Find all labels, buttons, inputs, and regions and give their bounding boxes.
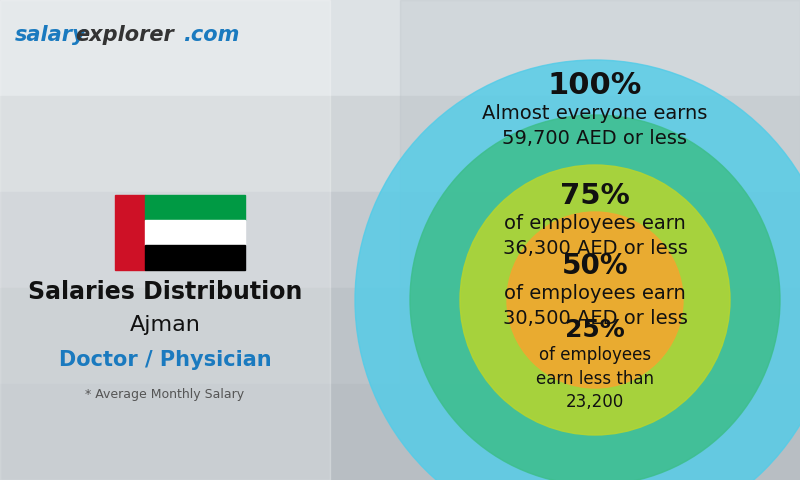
Circle shape — [410, 115, 780, 480]
Bar — [145, 245, 245, 270]
Text: * Average Monthly Salary: * Average Monthly Salary — [86, 388, 245, 401]
Circle shape — [355, 60, 800, 480]
Bar — [0, 288, 800, 384]
Text: 25%: 25% — [565, 318, 625, 342]
Bar — [0, 0, 330, 480]
Bar — [0, 192, 800, 288]
Text: Almost everyone earns
59,700 AED or less: Almost everyone earns 59,700 AED or less — [482, 104, 708, 148]
Text: Ajman: Ajman — [130, 315, 201, 335]
Text: Salaries Distribution: Salaries Distribution — [28, 280, 302, 304]
Text: 100%: 100% — [548, 71, 642, 100]
Bar — [0, 384, 800, 480]
Bar — [115, 195, 145, 270]
Text: of employees
earn less than
23,200: of employees earn less than 23,200 — [536, 346, 654, 411]
Text: Doctor / Physician: Doctor / Physician — [58, 350, 271, 370]
Bar — [400, 0, 800, 480]
Circle shape — [460, 165, 730, 435]
Text: salary: salary — [15, 25, 86, 45]
Circle shape — [507, 212, 683, 388]
Text: .com: .com — [183, 25, 239, 45]
Bar — [145, 220, 245, 245]
Bar — [145, 195, 245, 220]
Text: of employees earn
36,300 AED or less: of employees earn 36,300 AED or less — [502, 214, 687, 258]
Text: 50%: 50% — [562, 252, 628, 280]
Text: 75%: 75% — [560, 182, 630, 210]
Bar — [0, 0, 800, 96]
Bar — [0, 96, 800, 192]
Text: of employees earn
30,500 AED or less: of employees earn 30,500 AED or less — [502, 284, 687, 328]
Text: explorer: explorer — [75, 25, 174, 45]
